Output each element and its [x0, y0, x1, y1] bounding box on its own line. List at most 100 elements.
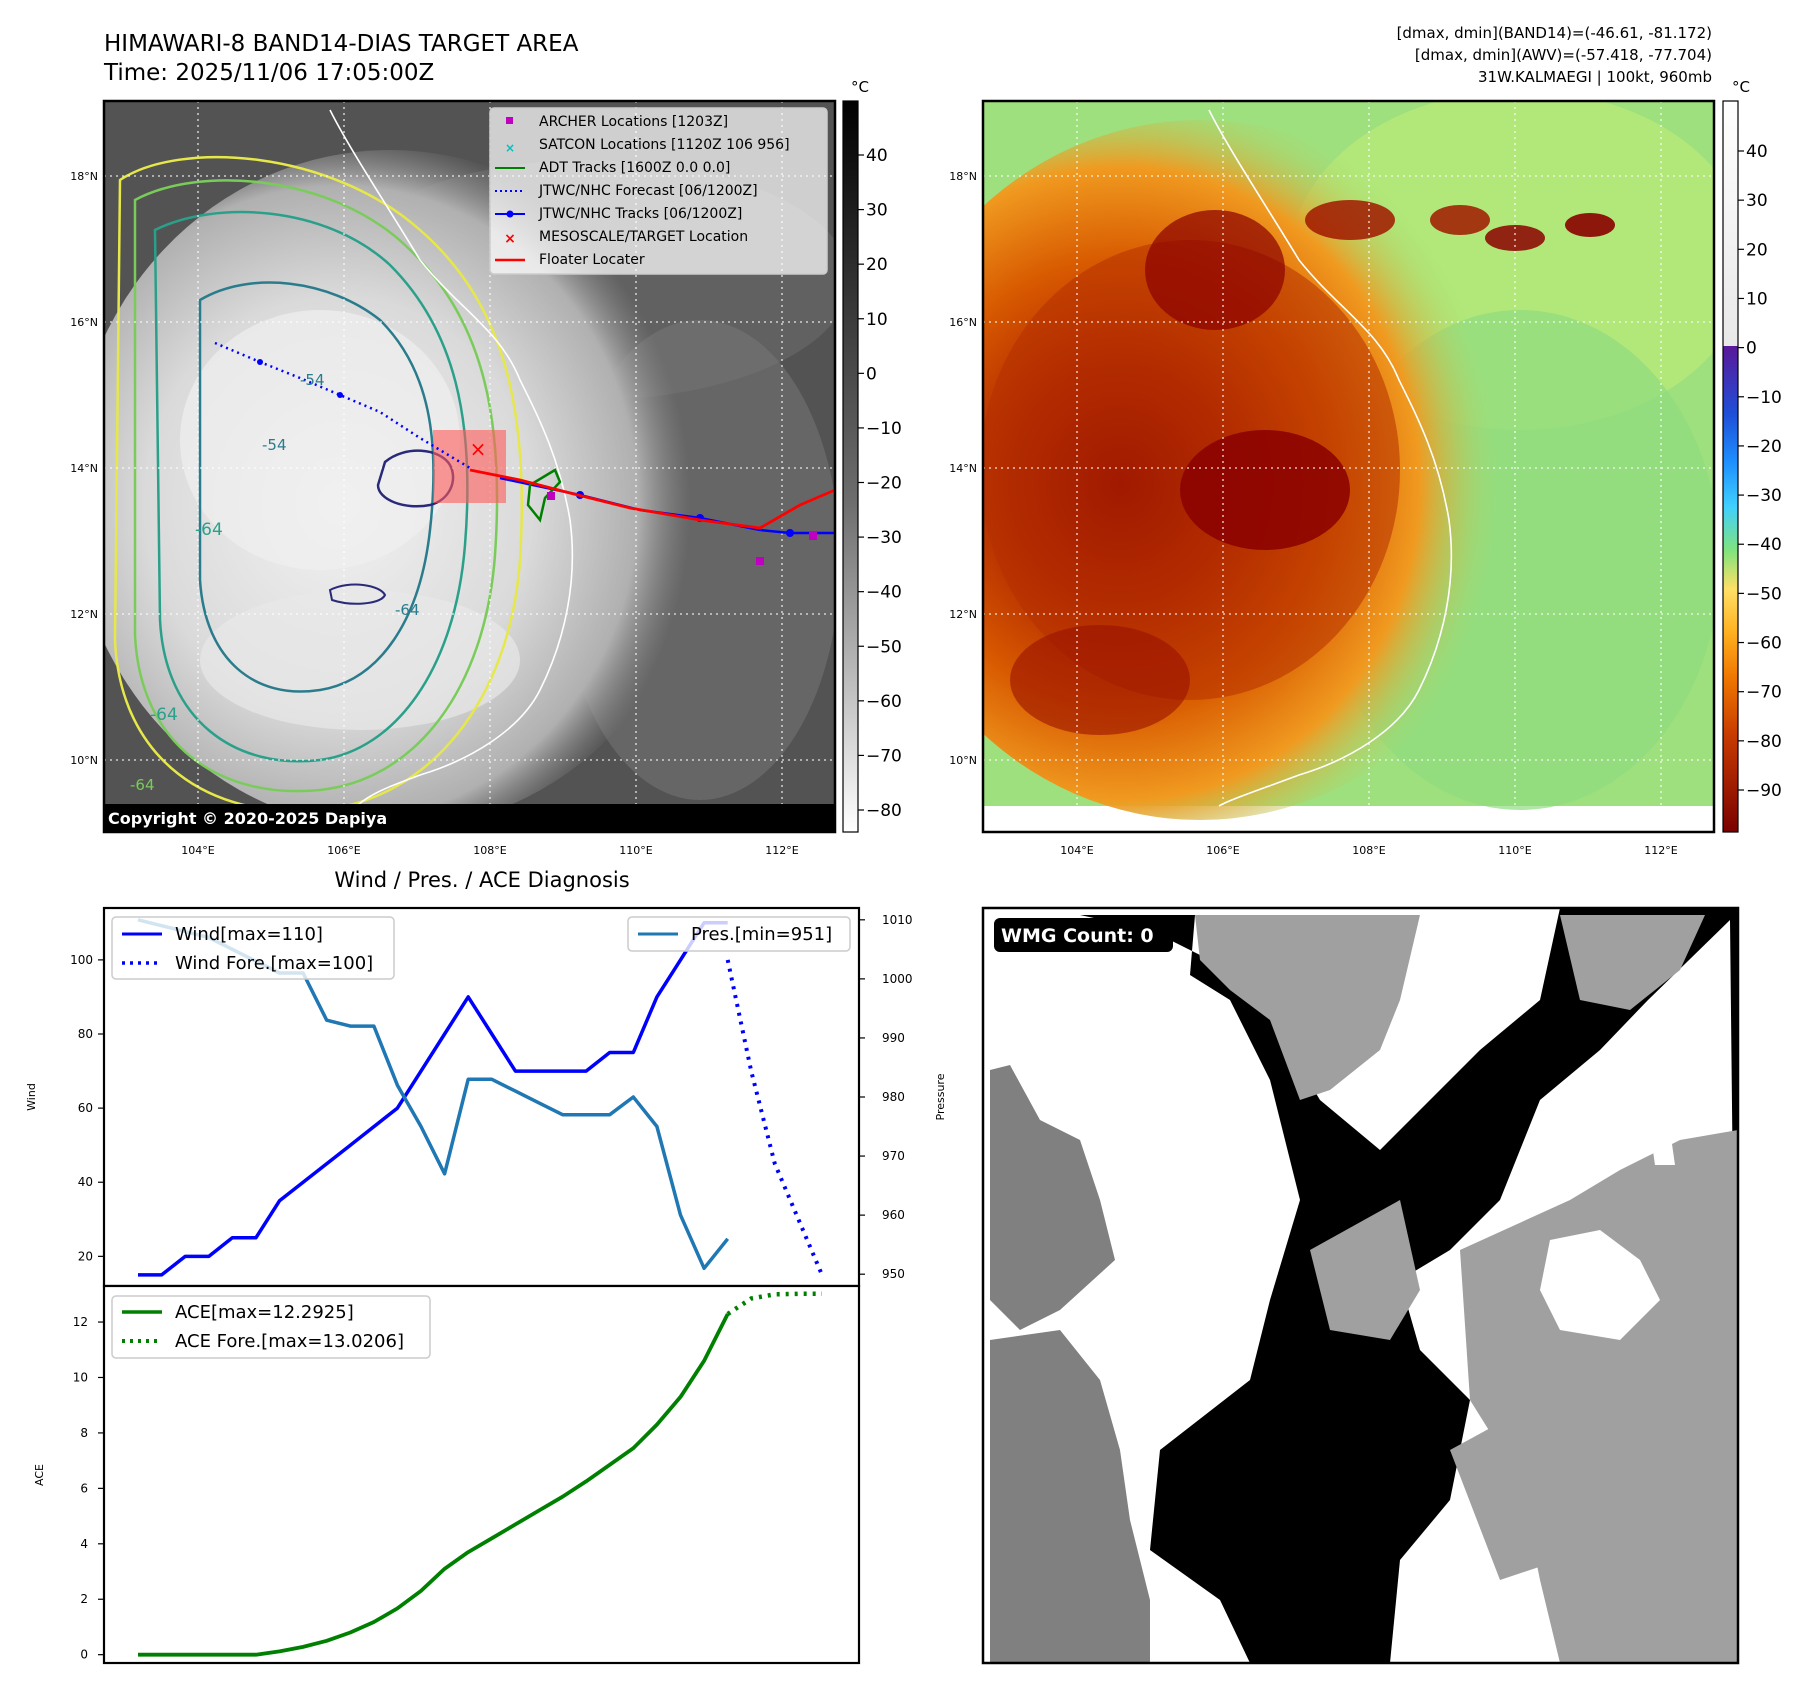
awv-axis-labels: 104°E 106°E 108°E 110°E 112°E 18°N 16°N …	[949, 170, 1678, 857]
ace-y-tick-label: 0	[80, 1648, 88, 1662]
awv-coastline	[1208, 109, 1453, 807]
ace-y-tick-label: 10	[73, 1370, 88, 1384]
floater-locater-line	[469, 468, 835, 530]
colorbar-tick-label: −70	[866, 746, 902, 766]
wind-y-tick-label: 100	[70, 953, 93, 967]
contour-label: -64	[195, 520, 223, 540]
lon-tick: 106°E	[1206, 844, 1239, 857]
colorbar-tick-label: −90	[1746, 781, 1782, 801]
ace-y-tick-label: 6	[80, 1481, 88, 1495]
colorbar-tick-label: −50	[866, 637, 902, 657]
awv-map-frame	[981, 99, 1716, 834]
colorbar-tick-label: 30	[1746, 191, 1768, 211]
colorbar-tick-label: −60	[866, 692, 902, 712]
pressure-y-tick-label: 950	[882, 1267, 905, 1281]
contour-green	[133, 179, 499, 793]
colorbar-tick-label: −30	[1746, 486, 1782, 506]
colorbar-tick-label: −60	[1746, 634, 1782, 654]
wind-pressure-chart: 20 40 60 80 100 950 960 970 980 990 1000 1010 Wind…	[25, 906, 947, 1288]
lat-tick: 10°N	[70, 754, 98, 767]
legend-label: ADT Tracks [1600Z 0.0 0.0]	[539, 160, 730, 176]
colorbar-tick-label: 40	[866, 146, 888, 166]
pressure-y-tick-label: 970	[882, 1149, 905, 1163]
colorbar-tick-label: −70	[1746, 683, 1782, 703]
wmg-gray-region	[1195, 915, 1420, 1100]
ace-axis-label: ACE	[33, 1464, 46, 1486]
lat-tick: 12°N	[949, 608, 977, 621]
wmg-panel: WMG Count: 0	[981, 906, 1740, 1665]
wind-y-tick-label: 20	[78, 1249, 93, 1263]
colorbar-tick-label: 40	[1746, 142, 1768, 162]
lon-tick: 112°E	[1644, 844, 1677, 857]
wind-line	[138, 921, 728, 1277]
colorbar-tick-label: −20	[866, 474, 902, 494]
colorbar-tick-label: −80	[866, 801, 902, 821]
ace-y-tick-label: 4	[80, 1537, 88, 1551]
colorbar-tick-label: 20	[866, 255, 888, 275]
legend-label: JTWC/NHC Forecast [06/1200Z]	[538, 183, 758, 199]
lon-tick: 110°E	[1498, 844, 1531, 857]
colorbar-tick-label: −50	[1746, 584, 1782, 604]
legend-label: SATCON Locations [1120Z 106 956]	[539, 137, 790, 153]
archer-marker	[547, 492, 555, 500]
archer-legend-icon	[506, 117, 513, 124]
lat-tick: 14°N	[949, 462, 977, 475]
wmg-count-badge	[994, 918, 1173, 952]
pressure-legend: Pres.[min=951]	[627, 916, 851, 952]
awv-colorbar: °C 40 30 20 10 0 −10 −20 −30 −40 −50 −60 −70 −80 −90	[1722, 78, 1782, 833]
lat-tick: 10°N	[949, 754, 977, 767]
lat-tick: 18°N	[70, 170, 98, 183]
wind-y-tick-label: 80	[78, 1027, 93, 1041]
target-legend-icon: ×	[504, 231, 516, 247]
figure-time: Time: 2025/11/06 17:05:00Z	[103, 60, 434, 86]
ace-legend-label: ACE[max=12.2925]	[175, 1302, 354, 1323]
wmg-count-label: WMG Count: 0	[1001, 925, 1154, 947]
colorbar-tick-label: −10	[1746, 388, 1782, 408]
legend-label: JTWC/NHC Tracks [06/1200Z]	[538, 206, 742, 222]
pressure-y-tick-label: 980	[882, 1090, 905, 1104]
legend-label: Floater Locater	[539, 252, 645, 268]
contour-teal	[153, 210, 469, 763]
contour-label: -54	[300, 371, 325, 389]
lat-tick: 18°N	[949, 170, 977, 183]
colorbar-tick-label: −10	[866, 419, 902, 439]
lat-tick: 16°N	[949, 316, 977, 329]
lon-tick: 108°E	[1352, 844, 1385, 857]
ace-forecast-legend-label: ACE Fore.[max=13.0206]	[175, 1331, 404, 1352]
ace-forecast-line	[726, 1291, 822, 1316]
contour-label: -64	[150, 705, 178, 725]
target-marker: ×	[470, 437, 487, 461]
coastline	[329, 109, 574, 832]
ace-legend: ACE[max=12.2925] ACE Fore.[max=13.0206]	[111, 1295, 431, 1359]
lon-tick: 108°E	[473, 844, 506, 857]
pressure-y-tick-label: 1010	[882, 913, 913, 927]
colorbar-tick-label: 10	[1746, 289, 1768, 309]
info-awv: [dmax, dmin](AWV)=(-57.418, -77.704)	[1415, 46, 1712, 64]
copyright-bar	[104, 804, 835, 832]
diagnosis-title: Wind / Pres. / ACE Diagnosis	[334, 868, 629, 892]
lat-tick: 14°N	[70, 462, 98, 475]
colorbar-tick-label: 0	[1746, 339, 1757, 359]
wind-y-tick-label: 60	[78, 1101, 93, 1115]
pressure-legend-label: Pres.[min=951]	[691, 924, 832, 945]
lon-tick: 110°E	[619, 844, 652, 857]
colorbar-tick-label: −20	[1746, 437, 1782, 457]
colorbar-tick-label: −40	[866, 583, 902, 603]
wmg-frame	[981, 906, 1740, 1665]
awv-colorbar-unit: °C	[1732, 78, 1750, 96]
contour-label: -64	[130, 776, 155, 794]
colorbar-tick-label: −40	[1746, 535, 1782, 555]
colorbar-tick-label: 20	[1746, 240, 1768, 260]
archer-marker	[809, 532, 817, 540]
wind-forecast-legend-label: Wind Fore.[max=100]	[175, 953, 373, 974]
lon-tick: 104°E	[1060, 844, 1093, 857]
legend-label: ARCHER Locations [1203Z]	[539, 114, 728, 130]
wind-legend: Wind[max=110] Wind Fore.[max=100]	[111, 916, 395, 980]
legend-label: MESOSCALE/TARGET Location	[539, 229, 748, 245]
satcon-legend-icon: ×	[505, 141, 515, 155]
contour-label: -54	[262, 436, 287, 454]
copyright-text: Copyright © 2020-2025 Dapiya	[108, 809, 387, 828]
wind-forecast-line	[725, 959, 824, 1276]
ace-chart: 0 2 4 6 8 10 12 ACE ACE[max=12.2925] ACE Fore.…	[33, 1284, 861, 1665]
